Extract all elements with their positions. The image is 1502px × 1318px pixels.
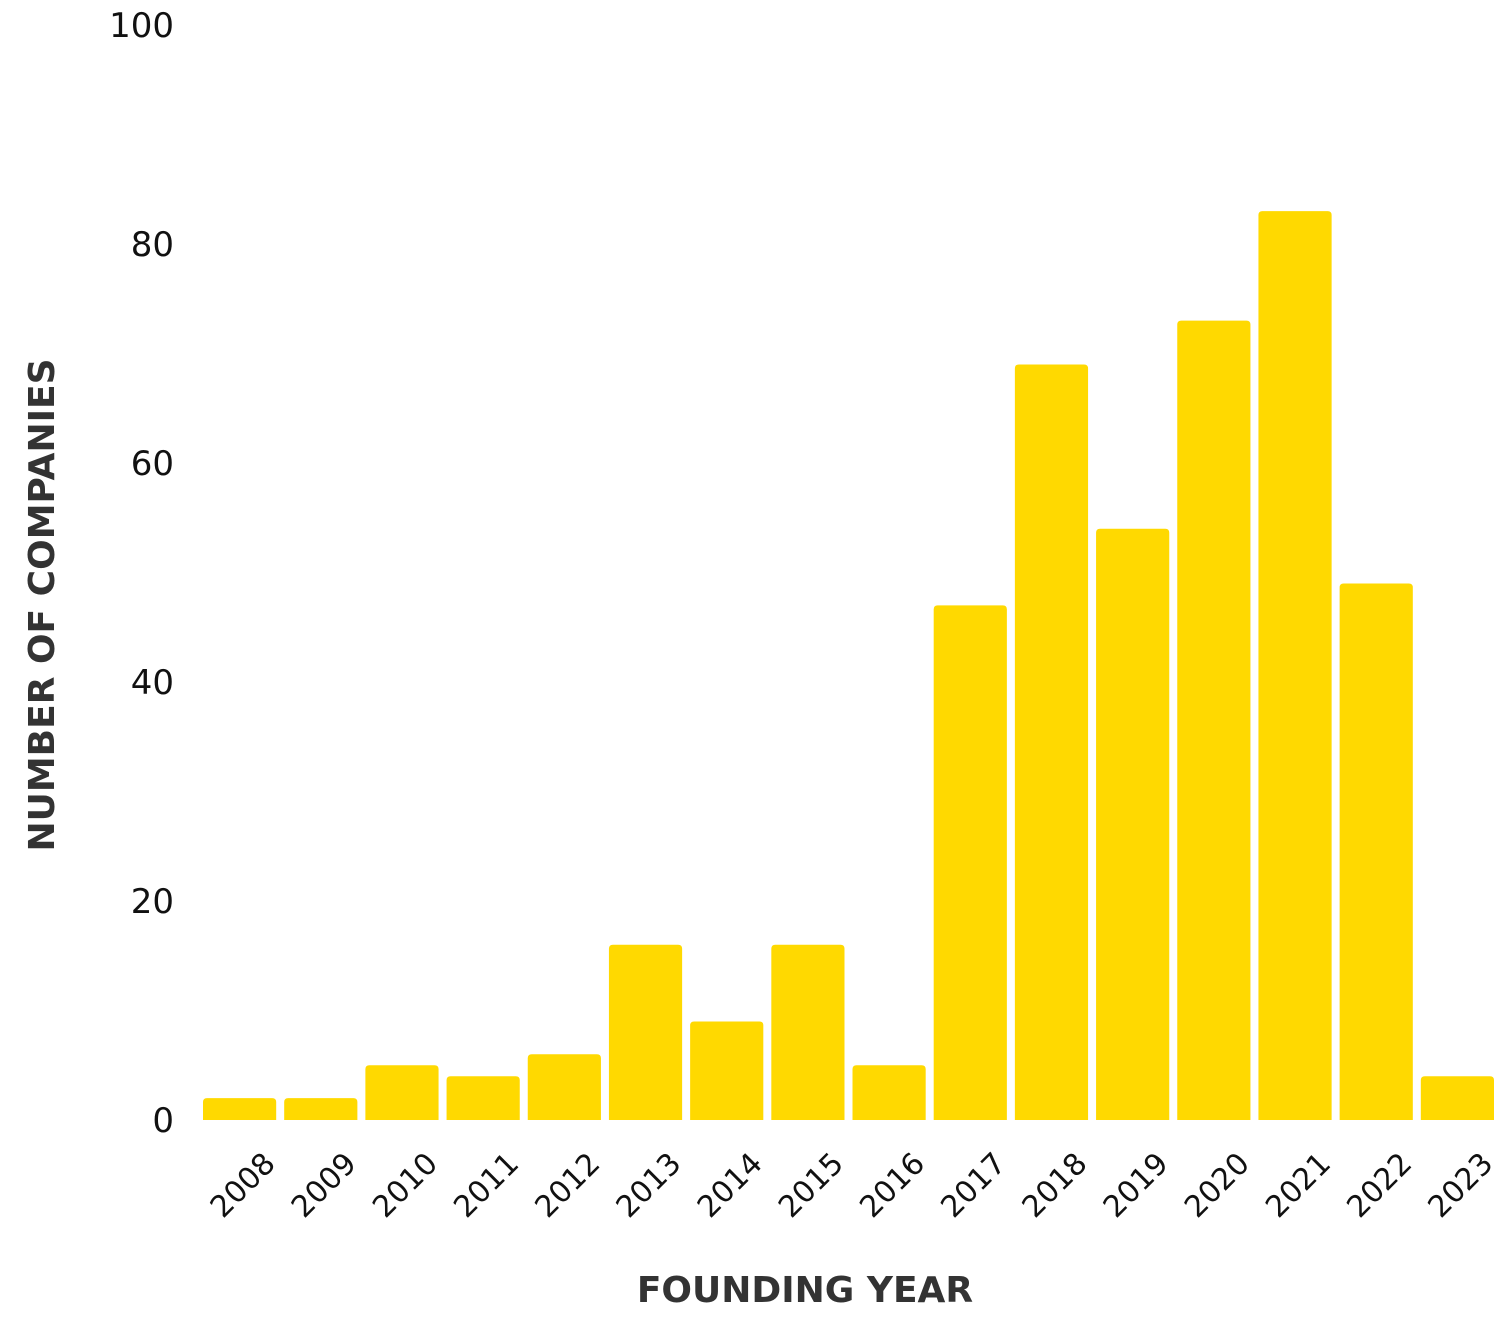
y-tick-label: 20 [131, 882, 174, 922]
x-tick-labels: 2008 2009 2010 2011 2012 2013 2014 2015 2016 2017… [204, 1146, 1501, 1225]
bar-2022 [1339, 583, 1413, 1120]
y-tick-label: 100 [109, 6, 174, 46]
bar-2014 [690, 1021, 764, 1120]
x-tick-label: 2011 [447, 1146, 526, 1225]
bar-2008 [203, 1098, 277, 1120]
bar-2011 [446, 1076, 520, 1120]
y-tick-label: 40 [131, 663, 174, 703]
x-tick-label: 2016 [853, 1146, 932, 1225]
bars-group [203, 211, 1494, 1120]
x-tick-label: 2022 [1340, 1146, 1419, 1225]
x-tick-label: 2008 [204, 1146, 283, 1225]
x-tick-label: 2013 [610, 1146, 689, 1225]
x-tick-label: 2021 [1259, 1146, 1338, 1225]
x-tick-label: 2019 [1097, 1146, 1176, 1225]
y-tick-label: 60 [131, 444, 174, 484]
bar-2015 [771, 944, 845, 1120]
bar-2020 [1177, 320, 1251, 1120]
x-tick-label: 2010 [366, 1146, 445, 1225]
x-tick-label: 2009 [285, 1146, 364, 1225]
bar-2019 [1096, 528, 1170, 1120]
bar-2021 [1258, 211, 1332, 1120]
bar-2010 [365, 1065, 439, 1120]
bar-2018 [1014, 364, 1089, 1120]
bar-2013 [608, 944, 683, 1120]
x-tick-label: 2020 [1178, 1146, 1257, 1225]
y-tick-label: 80 [131, 225, 174, 265]
x-tick-label: 2023 [1422, 1146, 1501, 1225]
bar-2017 [933, 605, 1007, 1120]
bar-2012 [527, 1054, 601, 1120]
x-axis-title: FOUNDING YEAR [637, 1270, 973, 1311]
x-tick-label: 2018 [1016, 1146, 1095, 1225]
bar-2016 [852, 1065, 926, 1120]
y-axis-title: NUMBER OF COMPANIES [22, 358, 63, 851]
y-tick-labels: 0 20 40 60 80 100 [109, 6, 174, 1141]
x-tick-label: 2012 [529, 1146, 608, 1225]
bar-2023 [1420, 1076, 1494, 1120]
y-tick-label: 0 [152, 1101, 174, 1141]
x-tick-label: 2014 [691, 1146, 770, 1225]
bar-2009 [284, 1098, 358, 1120]
x-tick-label: 2015 [772, 1146, 851, 1225]
x-tick-label: 2017 [934, 1146, 1013, 1225]
